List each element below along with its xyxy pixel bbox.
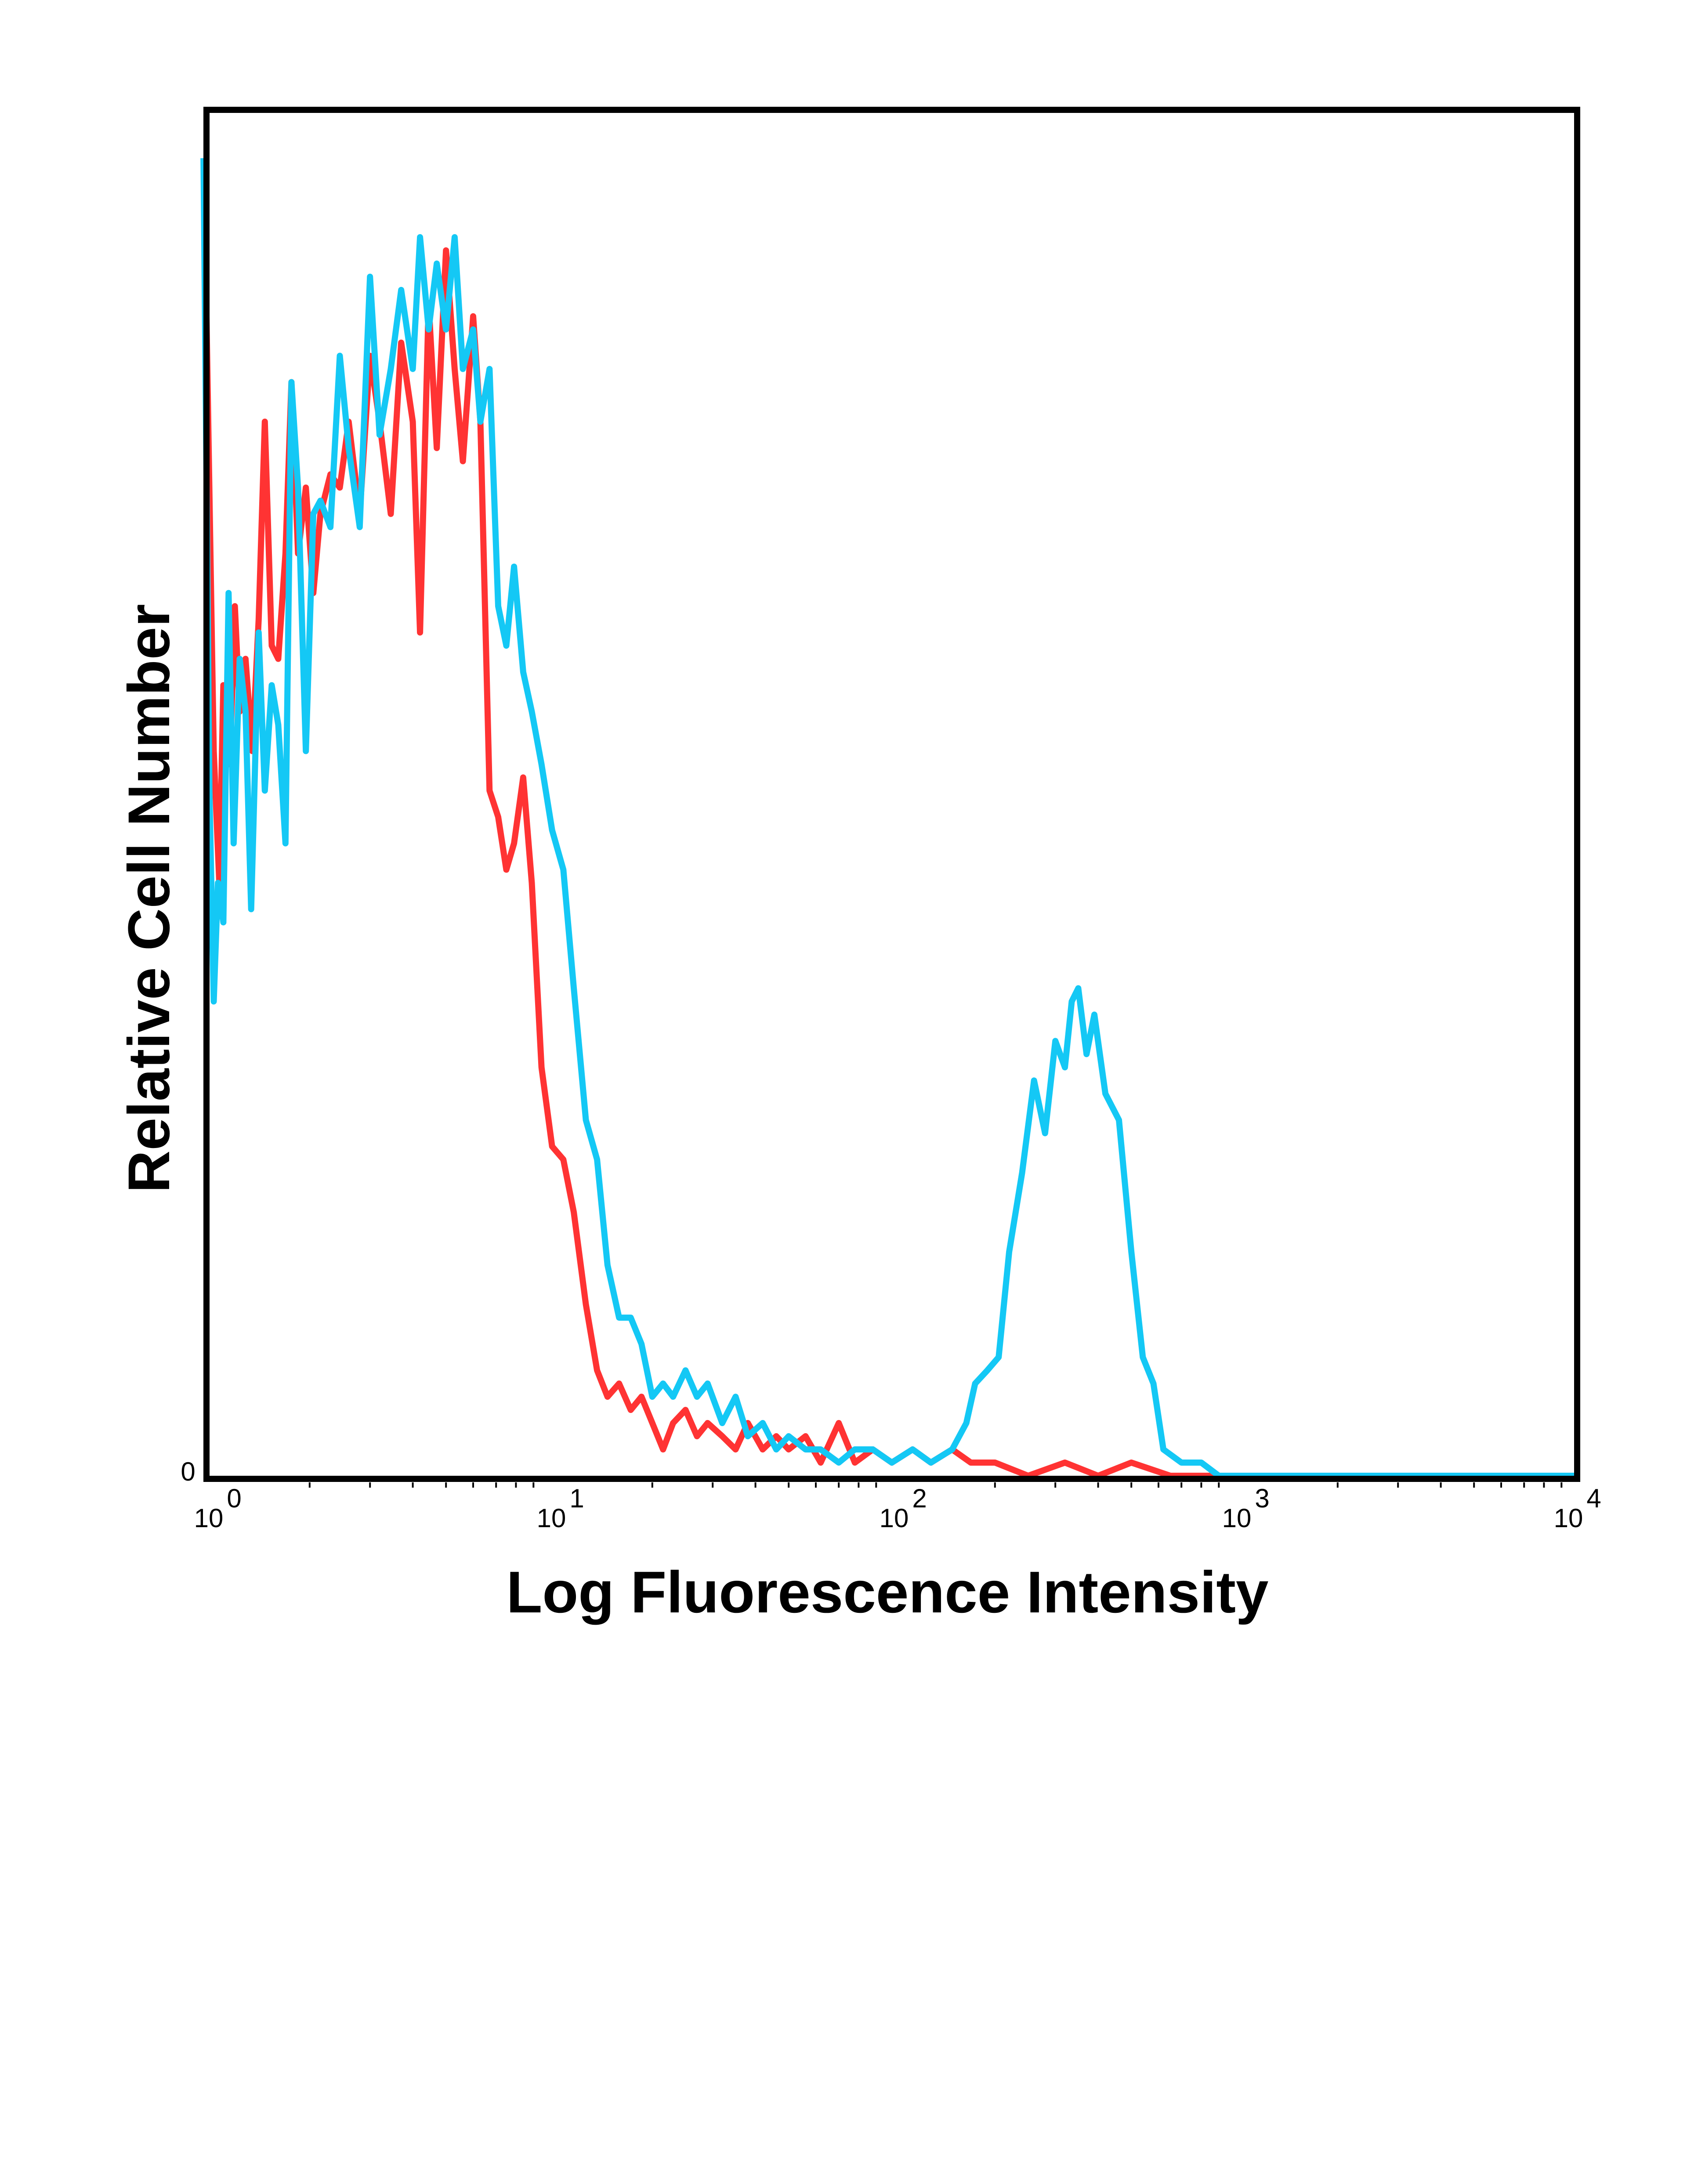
- series-line-2: [200, 158, 1577, 1479]
- y-zero-tick-label: 0: [181, 1457, 195, 1486]
- x-axis-title: Log Fluorescence Intensity: [507, 1560, 1269, 1625]
- x-tick-label-base: 10: [537, 1503, 566, 1533]
- x-tick-label-exponent: 4: [1586, 1484, 1601, 1513]
- x-tick-label-base: 10: [880, 1503, 909, 1533]
- x-tick-label-base: 10: [194, 1503, 224, 1533]
- x-tick-label-exponent: 2: [912, 1484, 927, 1513]
- x-tick-label-exponent: 0: [227, 1484, 241, 1513]
- x-tick-label-base: 10: [1222, 1503, 1252, 1533]
- series-line-1: [203, 247, 1577, 1479]
- plot-frame: [203, 107, 1580, 1482]
- x-tick-label-exponent: 3: [1255, 1484, 1269, 1513]
- y-axis-title: Relative Cell Number: [116, 604, 182, 1193]
- series-layer: [200, 158, 1577, 1479]
- x-tick-label-base: 10: [1554, 1503, 1583, 1533]
- x-tick-label-exponent: 1: [569, 1484, 584, 1513]
- x-minor-ticks: [308, 1482, 1563, 1488]
